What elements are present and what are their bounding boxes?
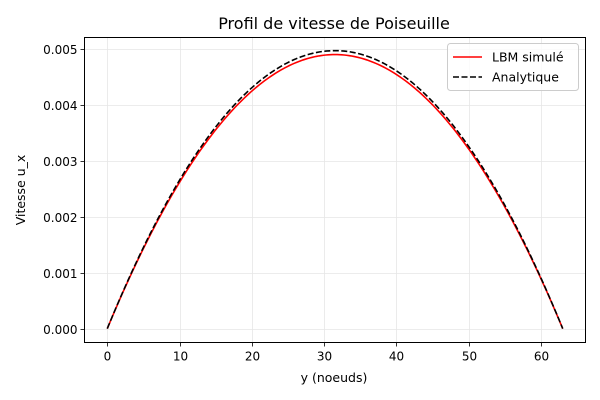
lbm-simule-curve (106, 53, 564, 329)
x-tick-label: 0 (104, 350, 112, 364)
legend-label-analytique: Analytique (492, 70, 559, 85)
x-tick-label: 10 (173, 350, 188, 364)
x-axis-ticks: 0 10 20 30 40 50 60 (104, 342, 549, 364)
y-axis-label: Vitesse u_x (13, 155, 28, 226)
legend-box (447, 43, 579, 91)
y-tick-label: 0.004 (43, 99, 77, 113)
y-tick-label: 0.003 (43, 155, 77, 169)
x-tick-label: 60 (534, 350, 549, 364)
y-tick-label: 0.001 (43, 267, 77, 281)
x-tick-label: 20 (245, 350, 260, 364)
y-tick-label: 0.002 (43, 211, 77, 225)
x-tick-label: 30 (317, 350, 332, 364)
y-tick-label: 0.005 (43, 43, 77, 57)
x-tick-label: 40 (389, 350, 404, 364)
x-axis-label: y (noeuds) (301, 370, 368, 385)
legend-label-lbm: LBM simulé (492, 50, 564, 65)
y-axis-ticks: 0.000 0.001 0.002 0.003 0.004 0.005 (43, 43, 85, 337)
x-tick-label: 50 (462, 350, 477, 364)
analytique-curve (106, 49, 564, 329)
chart-title: Profil de vitesse de Poiseuille (218, 14, 450, 33)
y-tick-label: 0.000 (43, 323, 77, 337)
plot-area (106, 49, 564, 329)
legend: LBM simulé Analytique (447, 43, 579, 91)
axes-frame (84, 37, 586, 343)
